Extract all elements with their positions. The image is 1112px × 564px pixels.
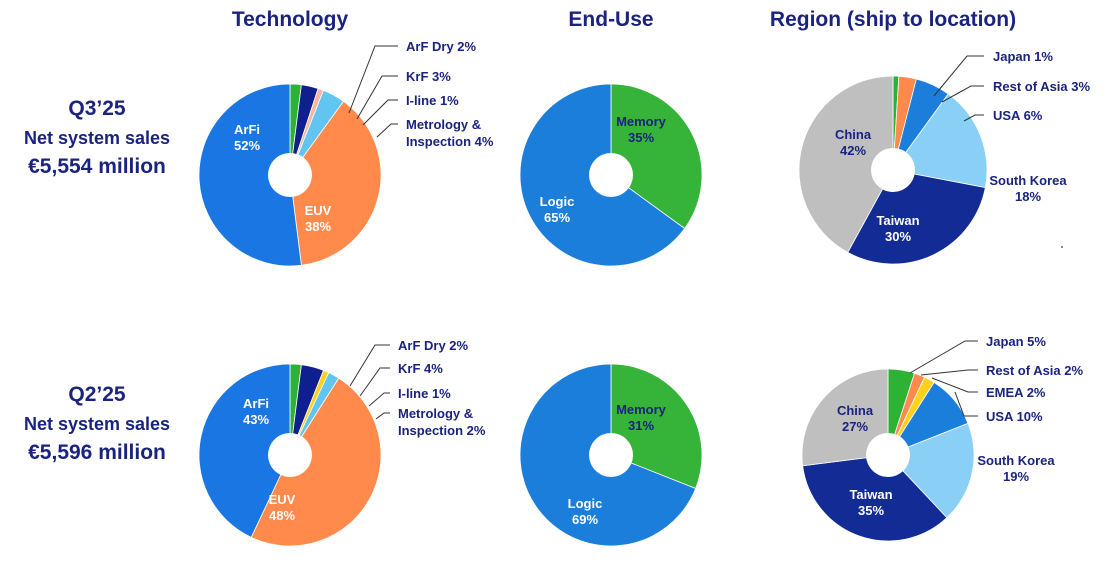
leader-line-metrology-inspection	[376, 123, 398, 138]
technology-title: Technology	[231, 8, 349, 31]
pie-slice-memory	[610, 363, 703, 490]
slice-label-china: China 27%	[837, 403, 874, 434]
pie-slice-euv	[289, 100, 382, 266]
slice-label-rest-of-asia: Rest of Asia 3%	[993, 79, 1090, 94]
leader-line-usa	[954, 391, 978, 417]
period-q2: Q2’25 Net system sales €5,596 million	[0, 380, 207, 468]
pie-chart-technology-0: ArF Dry 2% KrF 3% I-line 1% Metrology & Insp…	[198, 39, 494, 267]
slice-label-memory: Memory 31%	[616, 402, 667, 433]
slice-label-japan: Japan 1%	[993, 49, 1053, 64]
pie-chart-region-ship-to-location-5: Japan 5% Rest of Asia 2% EMEA 2% USA 10% Sou…	[801, 334, 1083, 542]
region-title: Region (ship to location)	[769, 8, 1017, 31]
slice-label-taiwan: Taiwan 35%	[849, 487, 892, 518]
slice-label-euv: EUV 48%	[269, 492, 296, 523]
slice-label-usa: USA 6%	[993, 108, 1043, 123]
leader-line-krf	[356, 75, 398, 120]
leader-line-emea	[931, 377, 978, 393]
slice-label-logic: Logic 69%	[568, 496, 603, 527]
donut-hole	[589, 153, 633, 197]
pie-slice-taiwan	[802, 454, 948, 542]
slice-label-arf-dry: ArF Dry 2%	[406, 39, 477, 54]
leader-line-arf-dry	[349, 344, 390, 387]
leader-line-usa	[963, 114, 984, 122]
slice-label-rest-of-asia: Rest of Asia 2%	[986, 363, 1083, 378]
slice-label-memory: Memory 35%	[616, 114, 667, 145]
donut-hole	[589, 433, 633, 477]
period-subtitle: Net system sales	[23, 414, 171, 434]
slice-label-usa: USA 10%	[986, 409, 1043, 424]
pie-chart-technology-3: ArF Dry 2% KrF 4% I-line 1% Metrology & Insp…	[198, 338, 486, 547]
pie-slice-arfi	[198, 83, 302, 267]
pie-slice-taiwan	[847, 169, 986, 265]
pie-slice-arfi	[198, 363, 291, 538]
leader-line-japan	[933, 55, 984, 97]
slice-label-taiwan: Taiwan 30%	[876, 213, 919, 244]
slice-label-arf-dry: ArF Dry 2%	[398, 338, 469, 353]
slice-label-arfi: ArFi 43%	[243, 396, 269, 427]
pie-chart-end-use-1: Memory 35% Logic 65%	[519, 83, 703, 267]
donut-hole	[268, 153, 312, 197]
pie-chart-end-use-4: Memory 31% Logic 69%	[519, 363, 703, 547]
slice-label-metrology-inspection: Metrology & Inspection 4%	[406, 117, 494, 149]
slice-label-china: China 42%	[835, 127, 872, 158]
pie-slice-china	[801, 368, 889, 467]
leader-line-arf-dry	[348, 45, 398, 114]
slice-label-arfi: ArFi 52%	[234, 122, 260, 153]
period-amount: €5,596 million	[28, 441, 166, 464]
slice-label-i-line: I-line 1%	[398, 386, 451, 401]
slice-label-euv: EUV 38%	[305, 203, 332, 234]
donut-hole	[268, 433, 312, 477]
period-q3: Q3’25 Net system sales €5,554 million	[0, 94, 207, 182]
pie-chart-region-ship-to-location-2: Japan 1% Rest of Asia 3% USA 6% South Korea…	[798, 49, 1090, 265]
slice-label-krf: KrF 4%	[398, 361, 443, 376]
donut-hole	[866, 433, 910, 477]
pie-slice-euv	[250, 377, 382, 547]
slice-label-metrology-inspection: Metrology & Inspection 2%	[398, 406, 486, 438]
period-subtitle: Net system sales	[23, 128, 171, 148]
leader-line-krf	[359, 367, 390, 397]
leader-line-i-line	[368, 392, 390, 407]
stray-dot	[1061, 246, 1063, 248]
leader-line-metrology-inspection	[375, 412, 390, 420]
leader-line-i-line	[362, 99, 398, 126]
slice-label-logic: Logic 65%	[540, 194, 575, 225]
leader-line-rest-of-asia	[920, 369, 978, 376]
pie-slice-china	[798, 75, 894, 253]
slice-label-south-korea: South Korea 19%	[977, 453, 1055, 484]
slice-label-krf: KrF 3%	[406, 69, 451, 84]
pie-slice-memory	[610, 83, 703, 230]
leader-line-japan	[909, 340, 978, 374]
pie-slice-south-korea	[892, 93, 988, 189]
slice-label-south-korea: South Korea 18%	[989, 173, 1067, 204]
end-use-title: End-Use	[568, 8, 654, 31]
slice-label-japan: Japan 5%	[986, 334, 1046, 349]
slice-label-emea: EMEA 2%	[986, 385, 1046, 400]
period-label: Q2’25	[68, 383, 126, 406]
slice-label-i-line: I-line 1%	[406, 93, 459, 108]
period-label: Q3’25	[68, 97, 126, 120]
donut-hole	[871, 148, 915, 192]
leader-line-rest-of-asia	[941, 85, 984, 103]
period-amount: €5,554 million	[28, 155, 166, 178]
pie-slice-south-korea	[887, 422, 975, 519]
